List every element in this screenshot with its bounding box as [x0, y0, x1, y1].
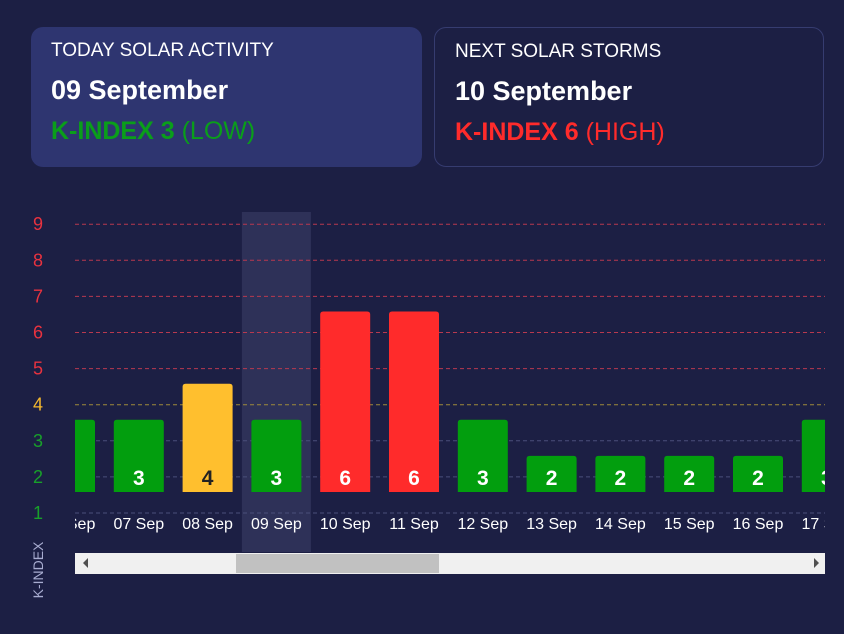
bar-value-label: 2: [683, 467, 695, 490]
y-tick-label: 9: [33, 214, 43, 234]
bar[interactable]: [45, 419, 95, 492]
highlight-column: [241, 212, 311, 552]
k-index-value: K-INDEX 3: [51, 117, 175, 145]
y-tick-label: 3: [33, 431, 43, 451]
x-tick-label: 08 Sep: [182, 516, 233, 533]
bar-value-label: 3: [64, 467, 76, 490]
bar-value-label: 3: [133, 467, 145, 490]
k-index-status: K-INDEX 3 (LOW): [51, 117, 402, 146]
bar-value-label: 6: [339, 467, 351, 490]
today-activity-card: TODAY SOLAR ACTIVITY 09 September K-INDE…: [31, 27, 422, 167]
k-index-value: K-INDEX 6: [455, 118, 579, 146]
k-index-level: (HIGH): [585, 118, 665, 146]
bar[interactable]: [595, 455, 646, 492]
bar-value-label: 2: [546, 467, 558, 490]
horizontal-scrollbar[interactable]: [75, 553, 825, 574]
x-tick-label: 09 Sep: [251, 516, 302, 533]
y-tick-label: 1: [33, 503, 43, 523]
bar[interactable]: [389, 311, 439, 493]
bar[interactable]: [733, 455, 783, 492]
bar[interactable]: [182, 383, 233, 492]
scroll-right-icon[interactable]: [814, 558, 819, 568]
x-tick-label: 13 Sep: [526, 516, 577, 533]
x-tick-label: 12 Sep: [457, 516, 508, 533]
x-tick-label: 10 Sep: [320, 516, 371, 533]
bar[interactable]: [664, 455, 715, 492]
bar[interactable]: [251, 419, 302, 492]
k-index-status: K-INDEX 6 (HIGH): [455, 118, 803, 147]
bar-value-label: 3: [477, 467, 489, 490]
x-tick-label: 16 Sep: [733, 516, 784, 533]
x-tick-label: 06 Sep: [45, 516, 96, 533]
bar-value-label: 3: [271, 467, 283, 490]
bar-value-label: 4: [202, 467, 214, 490]
bar[interactable]: [526, 455, 577, 492]
bar-value-label: 2: [615, 467, 627, 490]
y-tick-label: 4: [33, 395, 43, 415]
card-date: 10 September: [455, 76, 633, 106]
x-tick-label: 17 Sep: [801, 516, 844, 533]
scroll-left-icon[interactable]: [83, 558, 88, 568]
bar[interactable]: [801, 419, 844, 492]
card-title: NEXT SOLAR STORMS: [455, 41, 662, 62]
k-index-level: (LOW): [181, 117, 256, 145]
scrollbar-thumb[interactable]: [236, 554, 439, 573]
bar-value-label: 6: [408, 467, 420, 490]
x-tick-label: 11 Sep: [389, 516, 439, 533]
bar-value-label: 2: [752, 467, 764, 490]
card-date: 09 September: [51, 75, 229, 105]
x-tick-label: 15 Sep: [664, 516, 715, 533]
y-tick-label: 6: [33, 323, 43, 343]
bar[interactable]: [113, 419, 164, 492]
x-tick-label: 14 Sep: [595, 516, 646, 533]
y-tick-label: 8: [33, 250, 43, 270]
y-tick-label: 2: [33, 467, 43, 487]
bar[interactable]: [320, 311, 371, 493]
y-tick-label: 7: [33, 286, 43, 306]
y-axis-title: K-INDEX: [30, 541, 46, 598]
next-storms-card: NEXT SOLAR STORMS 10 September K-INDEX 6…: [434, 27, 824, 167]
card-title: TODAY SOLAR ACTIVITY: [51, 40, 274, 61]
bar-value-label: 3: [821, 467, 833, 490]
x-tick-label: 07 Sep: [113, 516, 164, 533]
bar[interactable]: [457, 419, 508, 492]
y-tick-label: 5: [33, 359, 43, 379]
